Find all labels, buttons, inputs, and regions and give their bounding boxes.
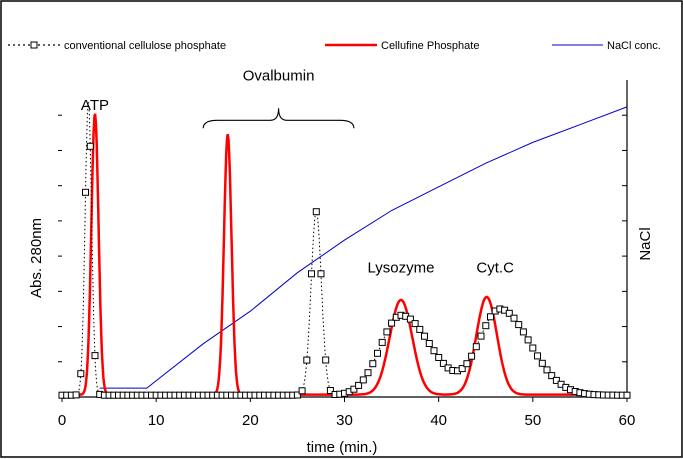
x-tick-label: 0: [58, 412, 66, 429]
marker-conventional: [623, 391, 631, 399]
marker-conventional: [515, 321, 523, 329]
legend: conventional cellulose phosphate Cellufi…: [8, 40, 661, 52]
marker-conventional: [458, 365, 466, 373]
marker-conventional: [430, 347, 438, 355]
marker-conventional: [439, 359, 447, 367]
marker-conventional: [477, 332, 485, 340]
marker-conventional: [487, 313, 494, 321]
annotation-lysozyme: Lysozyme: [368, 260, 435, 277]
ovalbumin-bracket: [202, 108, 355, 129]
marker-conventional: [312, 208, 320, 216]
marker-conventional: [308, 270, 315, 278]
legend-label-cellufine: Cellufine Phosphate: [381, 40, 479, 52]
marker-conventional: [364, 369, 372, 377]
x-tick-label: 50: [524, 412, 541, 429]
marker-conventional: [388, 319, 396, 327]
x-tick-label: 60: [619, 412, 636, 429]
marker-conventional: [416, 325, 424, 333]
annotation-atp: ATP: [81, 97, 109, 114]
marker-conventional: [411, 320, 419, 328]
marker-conventional: [510, 314, 518, 322]
x-tick-label: 30: [336, 412, 353, 429]
marker-conventional: [293, 391, 301, 399]
annotations: ATP Ovalbumin Lysozyme Cyt.C: [81, 67, 514, 276]
marker-conventional: [472, 343, 480, 351]
series-layer: [58, 102, 631, 399]
marker-conventional: [519, 328, 527, 336]
y-axis-right-title: NaCl: [637, 227, 654, 260]
marker-conventional: [383, 328, 391, 336]
marker-conventional: [543, 366, 551, 374]
marker-conventional: [505, 309, 513, 317]
marker-conventional: [406, 315, 414, 323]
legend-label-nacl: NaCl conc.: [607, 40, 661, 52]
series-line-nacl: [99, 106, 628, 389]
marker-conventional: [463, 360, 471, 368]
marker-conventional: [548, 372, 556, 380]
marker-conventional: [326, 387, 334, 394]
marker-conventional: [77, 370, 85, 378]
marker-conventional: [86, 142, 94, 150]
marker-conventional: [468, 352, 476, 360]
marker-conventional: [359, 376, 367, 384]
marker-conventional: [317, 270, 325, 278]
marker-conventional: [538, 359, 546, 367]
marker-conventional: [355, 381, 363, 389]
marker-conventional: [534, 352, 541, 360]
marker-conventional: [421, 332, 428, 340]
marker-conventional: [524, 336, 532, 344]
legend-marker-conventional: [30, 41, 38, 49]
x-tick-label: 10: [148, 412, 165, 429]
y-axis-left-title: Abs. 280nm: [28, 218, 45, 298]
x-tick-label: 40: [430, 412, 447, 429]
x-tick-label: 20: [242, 412, 259, 429]
marker-conventional: [72, 391, 80, 399]
marker-conventional: [435, 354, 443, 361]
marker-conventional: [350, 385, 358, 393]
marker-conventional: [374, 349, 381, 357]
annotation-ovalbumin: Ovalbumin: [243, 67, 315, 84]
marker-conventional: [298, 387, 306, 395]
marker-conventional: [529, 344, 537, 352]
marker-conventional: [91, 352, 99, 360]
marker-conventional: [322, 356, 330, 364]
marker-conventional: [425, 340, 433, 347]
marker-conventional: [82, 188, 89, 196]
marker-conventional: [482, 322, 490, 330]
x-axis-title: time (min.): [307, 439, 378, 456]
annotation-cyt-c: Cyt.C: [476, 260, 514, 277]
marker-conventional: [378, 338, 386, 346]
legend-label-conventional: conventional cellulose phosphate: [64, 40, 226, 52]
marker-conventional: [303, 356, 311, 364]
marker-conventional: [552, 376, 560, 384]
marker-conventional: [369, 360, 377, 368]
